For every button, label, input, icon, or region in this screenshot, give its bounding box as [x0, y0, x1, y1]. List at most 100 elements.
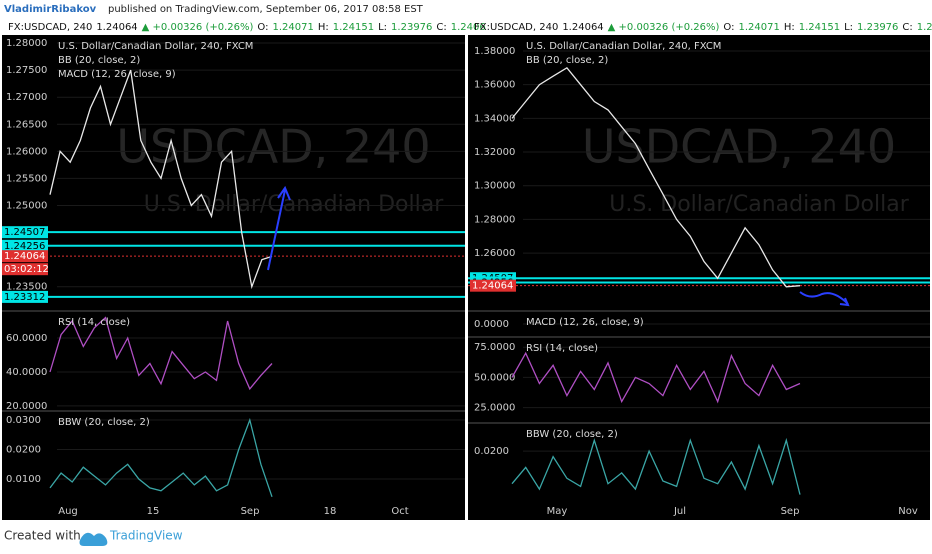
legend-h-label: H: — [784, 22, 795, 33]
legend-h: 1.24151 — [333, 22, 374, 33]
series-line — [49, 69, 273, 290]
pane-title: RSI (14, close) — [526, 343, 598, 354]
pane-title: RSI (14, close) — [58, 317, 130, 328]
series-line — [49, 417, 273, 498]
legend-symbol: FX:USDCAD, 240 — [474, 22, 558, 33]
y-tick-label: 1.25000 — [6, 200, 47, 211]
x-tick-label: Oct — [391, 506, 408, 517]
pane-title: U.S. Dollar/Canadian Dollar, 240, FXCM — [526, 41, 721, 52]
legend-symbol: FX:USDCAD, 240 — [8, 22, 92, 33]
y-tick-label: 0.0300 — [6, 415, 41, 426]
pane-title: BBW (20, close, 2) — [58, 417, 150, 428]
level-label: 1.24256 — [4, 241, 45, 252]
legend-change: ▲ +0.00326 (+0.26%) — [142, 22, 254, 33]
x-tick-label: Sep — [781, 506, 800, 517]
y-tick-label: 1.30000 — [474, 181, 515, 192]
y-tick-label: 1.26000 — [474, 248, 515, 259]
y-tick-label: 1.28000 — [474, 214, 515, 225]
legend-l: 1.23976 — [391, 22, 432, 33]
series-line — [511, 351, 801, 404]
legend-l-label: L: — [378, 22, 387, 33]
x-tick-label: 18 — [324, 506, 337, 517]
y-tick-label: 20.0000 — [6, 401, 47, 412]
series-line — [49, 316, 273, 391]
author[interactable]: VladimirRibakov — [4, 4, 97, 15]
watermark: USDCAD, 240 — [116, 120, 430, 174]
x-tick-label: Sep — [241, 506, 260, 517]
watermark-sub: U.S. Dollar/Canadian Dollar — [144, 192, 444, 217]
level-label: 1.23312 — [4, 292, 45, 303]
level-label: 1.24507 — [4, 227, 45, 238]
legend-o: 1.24071 — [272, 22, 313, 33]
logo — [79, 532, 108, 546]
watermark-sub: U.S. Dollar/Canadian Dollar — [609, 192, 909, 217]
y-tick-label: 1.27000 — [6, 92, 47, 103]
level-box — [2, 250, 48, 263]
y-tick-label: 1.23500 — [6, 282, 47, 293]
legend-l-label: L: — [844, 22, 853, 33]
legend-c-label: C: — [436, 22, 446, 33]
y-tick-label: 0.0100 — [6, 474, 41, 485]
watermark: USDCAD, 240 — [582, 120, 896, 174]
level-box — [470, 279, 516, 292]
legend-last: 1.24064 — [96, 22, 137, 33]
y-tick-label: 1.36000 — [474, 80, 515, 91]
brand[interactable]: TradingView — [109, 529, 183, 543]
created-with: Created with — [4, 529, 81, 543]
y-tick-label: 1.26000 — [6, 146, 47, 157]
y-tick-label: 1.38000 — [474, 46, 515, 57]
legend-o-label: O: — [257, 22, 268, 33]
pane-title: U.S. Dollar/Canadian Dollar, 240, FXCM — [58, 41, 253, 52]
legend: FX:USDCAD, 240 1.24064 ▲ +0.00326 (+0.26%)… — [8, 22, 486, 33]
legend-last: 1.24064 — [562, 22, 603, 33]
countdown-box — [2, 263, 48, 276]
pane-title: BB (20, close, 2) — [526, 55, 608, 66]
arrow — [267, 185, 291, 271]
level-label: 1.24064 — [472, 281, 513, 292]
legend-c: 1.2406 — [451, 22, 486, 33]
level-box — [2, 290, 48, 303]
y-tick-label: 40.0000 — [6, 367, 47, 378]
legend-o-label: O: — [723, 22, 734, 33]
series-line — [511, 437, 801, 495]
y-tick-label: 0.0200 — [6, 445, 41, 456]
legend: FX:USDCAD, 240 1.24064 ▲ +0.00326 (+0.26%)… — [474, 22, 932, 33]
legend-c: 1.2406 — [917, 22, 932, 33]
pane-title: MACD (12, 26, close, 9) — [526, 317, 644, 328]
legend-c-label: C: — [902, 22, 912, 33]
chart-panel — [2, 35, 465, 520]
y-tick-label: 1.26500 — [6, 119, 47, 130]
x-tick-label: Jul — [673, 506, 686, 517]
y-tick-label: 1.27500 — [6, 65, 47, 76]
level-box — [2, 239, 48, 252]
legend-l: 1.23976 — [857, 22, 898, 33]
y-tick-label: 1.25500 — [6, 173, 47, 184]
legend-h-label: H: — [318, 22, 329, 33]
published: published on TradingView.com, September … — [108, 4, 424, 15]
legend-change: ▲ +0.00326 (+0.26%) — [608, 22, 720, 33]
arrow — [799, 291, 850, 307]
pane-title: BBW (20, close, 2) — [526, 429, 618, 440]
legend-o: 1.24071 — [738, 22, 779, 33]
countdown: 03:02:12 — [4, 264, 49, 275]
pane-title: MACD (12, 26, close, 9) — [58, 69, 176, 80]
y-tick-label: 25.0000 — [474, 403, 515, 414]
y-tick-label: 1.32000 — [474, 147, 515, 158]
x-tick-label: 15 — [147, 506, 160, 517]
x-tick-label: Nov — [898, 506, 918, 517]
y-tick-label: 50.0000 — [474, 372, 515, 383]
x-tick-label: Aug — [58, 506, 78, 517]
legend-h: 1.24151 — [799, 22, 840, 33]
y-tick-label: 1.28000 — [6, 38, 47, 49]
pane-title: BB (20, close, 2) — [58, 55, 140, 66]
series-line — [511, 66, 801, 288]
y-tick-label: 0.0200 — [474, 446, 509, 457]
y-tick-label: 0.0000 — [474, 319, 509, 330]
level-label: 1.24064 — [4, 251, 45, 262]
y-tick-label: 1.34000 — [474, 113, 515, 124]
y-tick-label: 75.0000 — [474, 342, 515, 353]
level-box — [2, 226, 48, 239]
x-tick-label: May — [547, 506, 568, 517]
y-tick-label: 60.0000 — [6, 333, 47, 344]
